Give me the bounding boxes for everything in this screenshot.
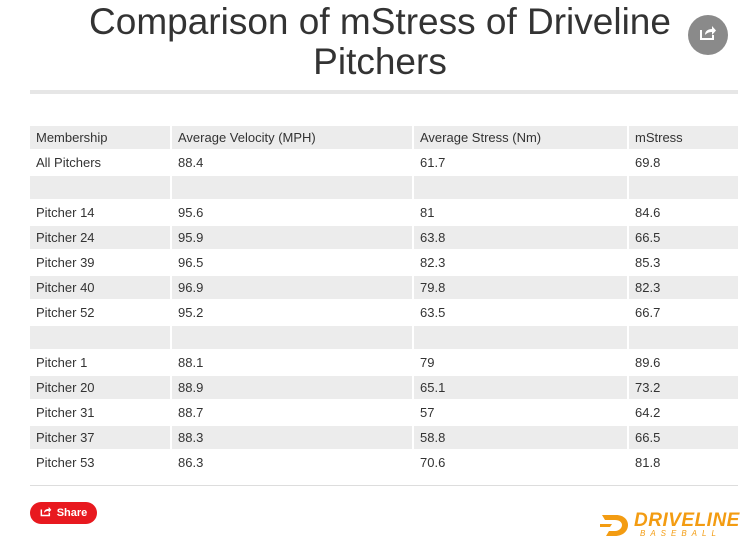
table-cell xyxy=(30,326,170,349)
table-cell: 96.5 xyxy=(178,255,204,270)
table-cell: All Pitchers xyxy=(36,155,102,170)
chart-title: Comparison of mStress of Driveline Pitch… xyxy=(89,1,671,82)
table-row xyxy=(30,176,738,201)
table-cell: 84.6 xyxy=(635,205,661,220)
table-row: Pitcher 31 88.7 57 64.2 xyxy=(30,401,738,426)
driveline-logo-mark xyxy=(600,515,628,536)
table-cell: 88.9 xyxy=(172,376,412,399)
table-cell: Pitcher 31 xyxy=(36,405,95,420)
table-cell: Pitcher 14 xyxy=(36,205,95,220)
table-cell: 70.6 xyxy=(420,455,446,470)
table-cell: 95.9 xyxy=(172,226,412,249)
table-cell: 57 xyxy=(420,405,435,420)
column-header: Average Stress (Nm) xyxy=(414,126,627,149)
header-divider xyxy=(30,90,738,94)
driveline-logo: DRIVELINE BASEBALL xyxy=(600,510,739,542)
table-row: Pitcher 39 96.5 82.3 85.3 xyxy=(30,251,738,276)
table-cell: 81 xyxy=(420,205,435,220)
table-row: Pitcher 1 88.1 79 89.6 xyxy=(30,351,738,376)
table-cell xyxy=(172,326,412,349)
table-cell: 82.3 xyxy=(420,255,446,270)
table-cell: Pitcher 52 xyxy=(36,305,95,320)
share-button-top[interactable] xyxy=(688,15,728,55)
column-header: mStress xyxy=(629,126,738,149)
table-cell xyxy=(414,176,627,199)
logo-wordmark: DRIVELINE xyxy=(634,510,740,531)
table-cell: 73.2 xyxy=(629,376,738,399)
table-cell: 63.8 xyxy=(414,226,627,249)
share-icon xyxy=(699,25,717,46)
table-cell: 86.3 xyxy=(178,455,204,470)
table-cell: Pitcher 20 xyxy=(30,376,170,399)
data-table: Membership Average Velocity (MPH) Averag… xyxy=(30,126,738,476)
share-icon xyxy=(40,506,52,520)
logo-subtext: BASEBALL xyxy=(640,529,721,538)
table-cell xyxy=(30,176,170,199)
table-cell: 65.1 xyxy=(414,376,627,399)
table-row: Pitcher 14 95.6 81 84.6 xyxy=(30,201,738,226)
share-label: Share xyxy=(56,507,88,519)
table-cell: 82.3 xyxy=(629,276,738,299)
table-cell xyxy=(414,326,627,349)
table-cell: 95.2 xyxy=(178,305,204,320)
table-row: Pitcher 52 95.2 63.5 66.7 xyxy=(30,301,738,326)
table-cell: 96.9 xyxy=(172,276,412,299)
table-cell: 61.7 xyxy=(420,155,446,170)
table-row: Pitcher 20 88.9 65.1 73.2 xyxy=(30,376,738,401)
table-row: Pitcher 37 88.3 58.8 66.5 xyxy=(30,426,738,451)
table-cell: 63.5 xyxy=(420,305,446,320)
table-header-row: Membership Average Velocity (MPH) Averag… xyxy=(30,126,738,151)
table-cell: 88.7 xyxy=(178,405,204,420)
table-cell: 66.5 xyxy=(629,426,738,449)
table-cell: Pitcher 37 xyxy=(30,426,170,449)
column-header: Membership xyxy=(30,126,170,149)
table-cell: 79 xyxy=(420,355,435,370)
table-cell: 64.2 xyxy=(635,405,661,420)
table-cell xyxy=(172,176,412,199)
table-cell: 66.5 xyxy=(629,226,738,249)
table-row xyxy=(30,326,738,351)
table-row: Pitcher 40 96.9 79.8 82.3 xyxy=(30,276,738,301)
table-cell: Pitcher 1 xyxy=(36,355,88,370)
table-cell xyxy=(629,326,738,349)
table-cell: 89.6 xyxy=(635,355,661,370)
table-cell: Pitcher 40 xyxy=(30,276,170,299)
table-cell: 58.8 xyxy=(414,426,627,449)
table-row: Pitcher 53 86.3 70.6 81.8 xyxy=(30,451,738,476)
table-cell: 88.3 xyxy=(172,426,412,449)
table-row: All Pitchers 88.4 61.7 69.8 xyxy=(30,151,738,176)
table-row: Pitcher 24 95.9 63.8 66.5 xyxy=(30,226,738,251)
table-cell: Pitcher 39 xyxy=(36,255,95,270)
table-cell: 69.8 xyxy=(635,155,661,170)
table-cell xyxy=(629,176,738,199)
share-button[interactable]: Share xyxy=(30,502,97,524)
table-cell: 95.6 xyxy=(178,205,204,220)
footer-divider xyxy=(30,485,738,486)
table-cell: 79.8 xyxy=(414,276,627,299)
table-cell: 66.7 xyxy=(635,305,661,320)
column-header: Average Velocity (MPH) xyxy=(172,126,412,149)
table-cell: 88.4 xyxy=(178,155,204,170)
table-cell: Pitcher 53 xyxy=(36,455,95,470)
table-cell: 88.1 xyxy=(178,355,204,370)
table-cell: 85.3 xyxy=(635,255,661,270)
table-cell: Pitcher 24 xyxy=(30,226,170,249)
table-cell: 81.8 xyxy=(635,455,661,470)
